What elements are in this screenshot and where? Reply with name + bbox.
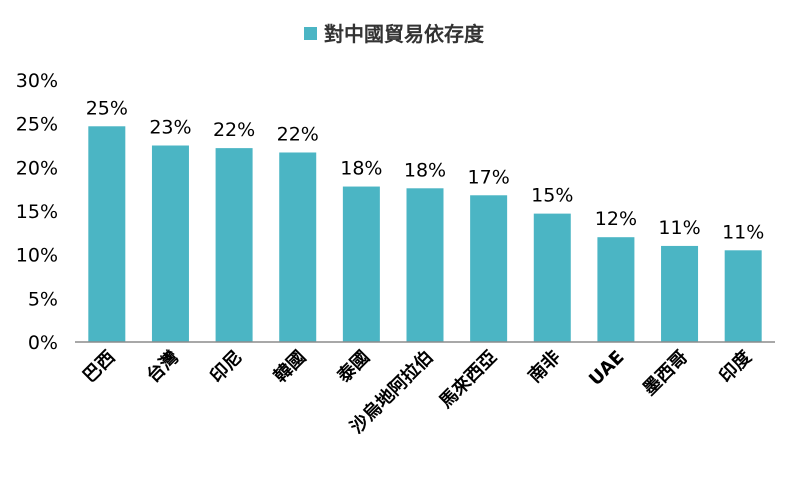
data-label: 23% <box>149 117 191 139</box>
data-label: 11% <box>722 221 764 243</box>
y-tick-label: 30% <box>16 70 58 92</box>
data-label: 25% <box>86 97 128 119</box>
x-tick-label: 南非 <box>524 346 565 387</box>
y-tick-label: 20% <box>16 157 58 179</box>
x-tick-label: 泰國 <box>332 346 374 388</box>
x-tick-label: 印度 <box>715 345 757 387</box>
legend-swatch <box>304 27 317 40</box>
y-tick-label: 10% <box>16 245 58 267</box>
bar <box>88 126 126 342</box>
data-label: 18% <box>340 158 382 180</box>
bar <box>533 213 571 342</box>
data-label: 12% <box>595 208 637 230</box>
bar <box>151 145 189 342</box>
bars <box>88 126 762 342</box>
bar <box>342 186 380 342</box>
data-label: 22% <box>213 119 255 141</box>
y-tick-label: 25% <box>16 114 58 136</box>
x-tick-label: 韓國 <box>269 346 310 387</box>
bar <box>470 195 508 342</box>
legend: 對中國貿易依存度 <box>304 22 485 46</box>
legend-label: 對中國貿易依存度 <box>324 22 485 46</box>
data-label: 22% <box>277 123 319 145</box>
y-tick-label: 0% <box>28 332 58 354</box>
data-label: 17% <box>468 166 510 188</box>
y-axis: 0% 5% 10% 15% 20% 25% 30% <box>16 70 58 354</box>
x-tick-label: 墨西哥 <box>639 347 692 400</box>
x-tick-label: 馬來西亞 <box>435 346 501 412</box>
bar <box>406 188 444 342</box>
data-label: 11% <box>658 217 700 239</box>
bar <box>597 237 635 342</box>
x-tick-label: 台灣 <box>142 346 183 387</box>
x-tick-label: UAE <box>585 347 628 390</box>
x-tick-label: 印尼 <box>206 347 246 387</box>
data-label: 15% <box>531 185 573 207</box>
x-tick-label: 巴西 <box>79 347 119 387</box>
y-tick-label: 5% <box>28 288 58 310</box>
bar <box>724 250 762 342</box>
bar <box>661 245 699 342</box>
y-tick-label: 15% <box>16 201 58 223</box>
bar <box>279 152 317 342</box>
data-label: 18% <box>404 159 446 181</box>
bar <box>215 148 253 342</box>
data-labels: 25% 23% 22% 22% 18% 18% 17% 15% 12% 11% 11% <box>86 97 765 243</box>
